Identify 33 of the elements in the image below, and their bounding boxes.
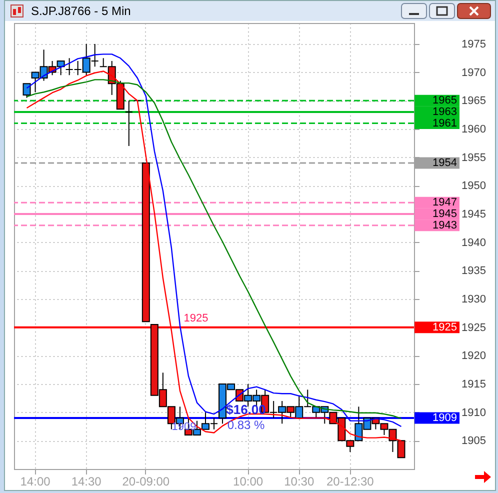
y-tick-label: 1965	[462, 95, 486, 108]
y-tick-label: 1975	[462, 38, 486, 50]
ref-line-label: 1945	[432, 208, 457, 220]
y-tick-label: 1960	[462, 123, 486, 136]
ref-line-label: 1925	[432, 321, 457, 334]
y-tick-label: 1925	[462, 322, 486, 334]
y-tick-label: 1920	[462, 350, 486, 362]
y-tick-label: 1940	[462, 236, 486, 249]
annotation: 0.83 %	[227, 418, 266, 432]
y-tick-label: 1905	[462, 435, 486, 448]
y-tick-label: 1930	[462, 293, 486, 306]
x-tick-label: 10:00	[233, 474, 264, 488]
ref-line-label: 1963	[432, 106, 457, 118]
y-tick-label: 1950	[462, 180, 486, 192]
chart-title: S.JP.J8766 - 5 Min	[31, 4, 131, 18]
y-tick-label: 1970	[462, 66, 486, 79]
x-tick-label: 14:00	[20, 474, 51, 488]
annotation: 1925	[184, 312, 208, 324]
ref-line-label: 1909	[432, 412, 457, 424]
ref-line-label: 1943	[432, 219, 457, 232]
y-tick-label: 1955	[462, 152, 486, 164]
ref-line-label: 1961	[432, 117, 457, 130]
x-tick-label: 20-12:30	[326, 474, 374, 488]
y-tick-label: 1915	[462, 378, 486, 390]
y-tick-label: 1945	[462, 208, 486, 220]
x-tick-label: 10:30	[284, 474, 314, 488]
x-tick-label: 14:30	[71, 474, 102, 488]
y-tick-label: 1910	[462, 406, 486, 419]
ref-line-label: 1954	[432, 156, 457, 169]
ref-line-label: 1947	[432, 196, 457, 209]
y-tick-label: 1935	[462, 265, 486, 278]
x-tick-label: 20-09:00	[122, 474, 170, 488]
ref-line-label: 1965	[432, 94, 457, 107]
